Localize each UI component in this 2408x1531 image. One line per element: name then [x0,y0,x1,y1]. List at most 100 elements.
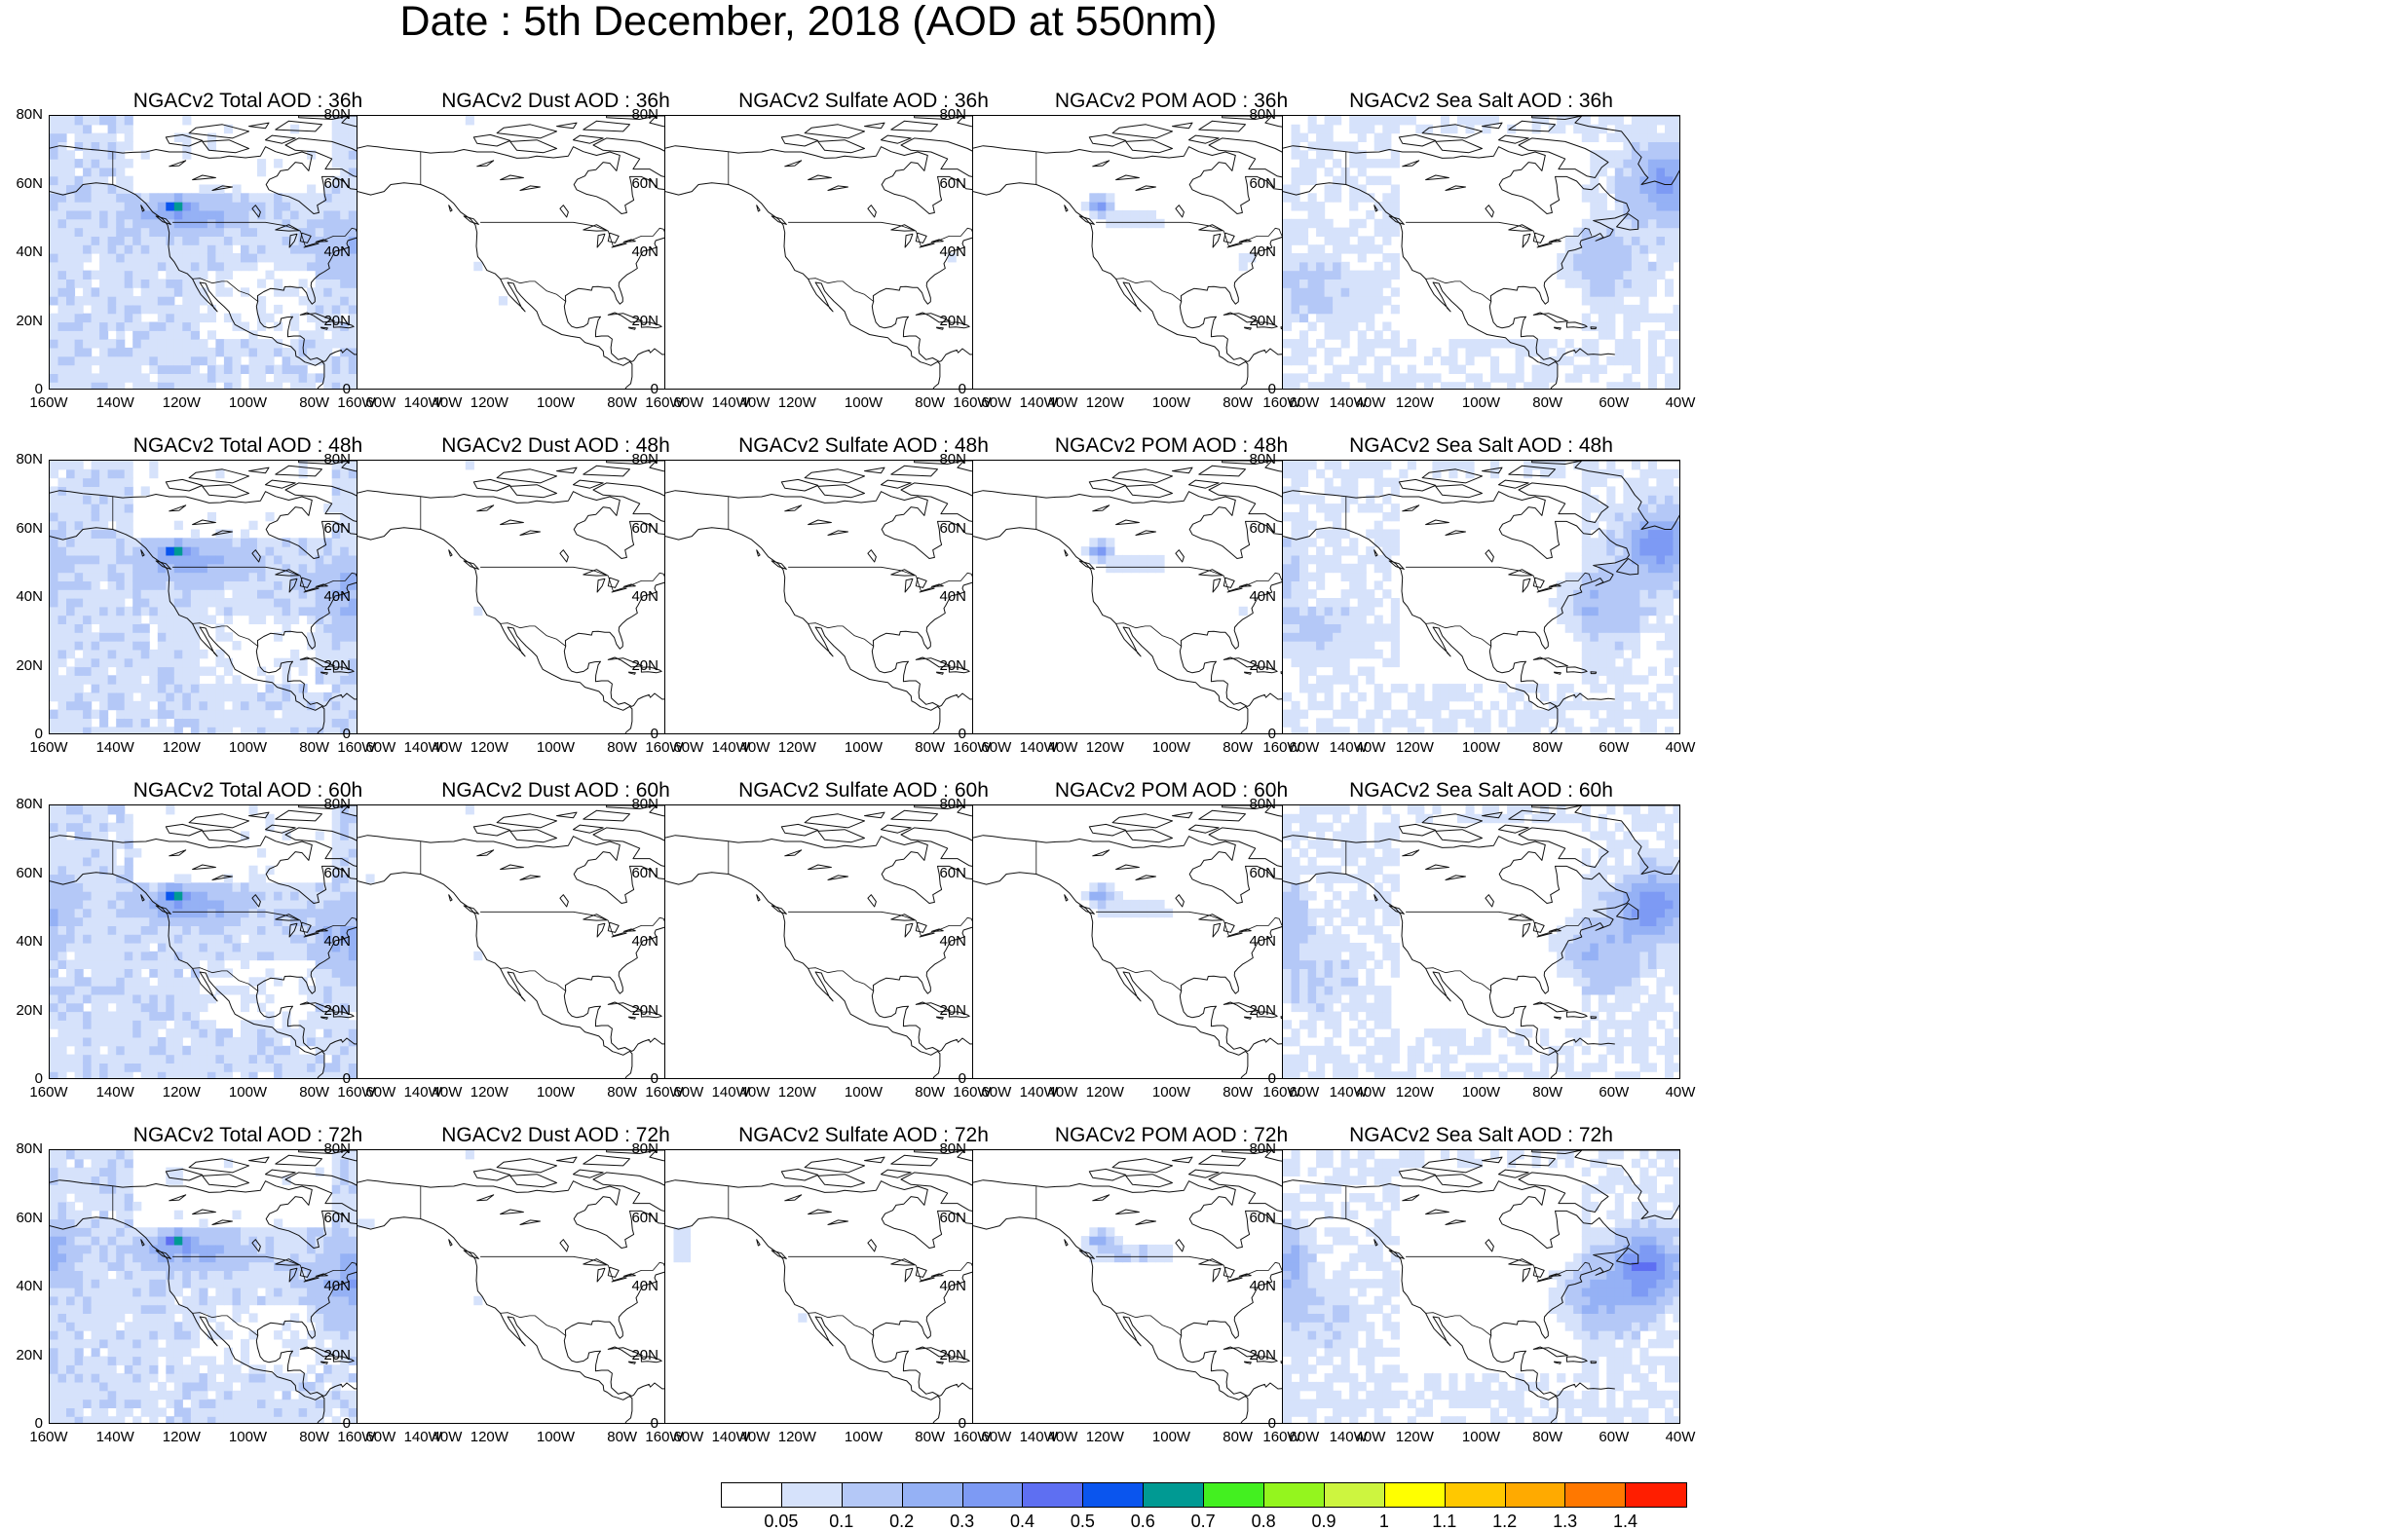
lon-tick-label: 100W [536,1429,576,1445]
lat-tick-label: 0 [1267,726,1276,742]
lake-outline [1135,1219,1156,1225]
lon-tick-label: 80W [915,394,946,411]
lon-tick-label: 140W [403,1429,442,1445]
aod-map [1283,116,1679,389]
lat-tick-label: 80N [939,106,966,123]
lake-outline [299,232,312,243]
island-outline [265,134,296,144]
lon-tick-label: 60W [1599,739,1630,756]
island-outline [1373,894,1378,902]
lon-tick-label: 160W [337,1084,376,1101]
lat-tick-label: 80N [16,106,43,123]
island-outline [606,461,658,465]
colorbar-tick-label: 0.4 [1009,1512,1035,1531]
island-outline [463,560,479,570]
panel-title: NGACv2 Sea Salt AOD : 60h [1349,779,1613,802]
country-border [500,622,567,648]
lon-tick-label: 160W [1262,1084,1301,1101]
lake-outline [827,1219,848,1225]
lon-tick-label: 60W [1599,1084,1630,1101]
colorbar-box [1264,1483,1325,1507]
island-outline [936,326,944,330]
country-border [1425,967,1492,992]
lon-tick-label: 40W [1355,1429,1386,1445]
aod-shading [1080,1227,1174,1263]
lat-tick-label: 60N [1249,519,1276,537]
island-outline [472,1168,511,1181]
island-outline [320,671,328,675]
country-border [1096,566,1283,592]
lat-tick-label: 40N [631,588,658,605]
lake-outline [611,1277,627,1283]
country-border [1115,278,1183,303]
lake-outline [1522,1267,1531,1283]
island-outline [864,1156,885,1164]
lon-tick-label: 120W [777,394,816,411]
baffin-island-coastline [1518,137,1609,178]
lake-outline [930,239,944,243]
island-outline [556,122,578,130]
island-outline [1223,312,1259,323]
island-outline [448,549,453,557]
island-outline [1111,468,1173,484]
island-outline [188,813,249,829]
atlantic-arctic-coastline [1283,490,1630,707]
island-outline [1078,215,1095,225]
lon-tick-label: 80W [299,1084,330,1101]
lon-tick-label: 80W [1532,394,1563,411]
lake-outline [904,922,914,938]
lon-tick-label: 140W [1019,1429,1058,1445]
country-border [192,278,259,303]
lon-tick-label: 40W [739,1429,771,1445]
island-outline [606,1150,658,1154]
lon-tick-label: 40W [1665,739,1696,756]
island-outline [1078,560,1095,570]
island-outline [155,905,171,915]
lat-tick-label: 0 [34,381,43,397]
lon-tick-label: 140W [711,1429,750,1445]
island-outline [1565,1011,1588,1019]
aod-shading [1283,461,1679,733]
lat-tick-label: 20N [939,656,966,674]
lon-tick-label: 40W [432,1084,463,1101]
lat-tick-label: 0 [342,726,351,742]
island-outline [1172,467,1193,474]
island-outline [606,805,658,809]
lake-outline [299,1266,312,1278]
lake-outline [211,185,233,191]
pacific-coastline [1283,872,1559,1078]
island-outline [1198,809,1246,822]
island-outline [1388,560,1405,570]
pacific-coastline [1283,182,1559,389]
lon-tick-label: 120W [162,1429,201,1445]
island-outline [265,479,296,489]
lake-outline [622,239,636,243]
lat-tick-label: 60N [939,519,966,537]
lake-outline [315,928,328,932]
pacific-coastline [973,527,1249,733]
lake-outline [500,519,524,526]
lon-tick-label: 80W [1223,1429,1254,1445]
figure-title: Date : 5th December, 2018 (AOD at 550nm) [399,0,1218,45]
lake-outline [930,928,944,932]
lon-tick-label: 60W [981,739,1012,756]
island-outline [771,1250,787,1259]
island-outline [1531,1150,1583,1154]
coastlines [50,805,446,1078]
lake-outline [1198,224,1223,232]
lon-tick-label: 100W [536,1084,576,1101]
lat-tick-label: 20N [1249,656,1276,674]
baffin-island-coastline [1518,482,1609,523]
lake-outline [519,530,541,536]
island-outline [1590,1016,1598,1020]
island-outline [1590,671,1598,675]
island-outline [509,1174,557,1188]
lat-tick-label: 20N [16,1346,43,1363]
island-outline [1111,124,1173,139]
island-outline [1421,813,1483,829]
colorbar-box [962,1483,1024,1507]
lake-outline [1522,233,1531,248]
island-outline [915,1001,951,1013]
lon-tick-label: 40W [739,394,771,411]
lake-outline [1175,549,1185,563]
